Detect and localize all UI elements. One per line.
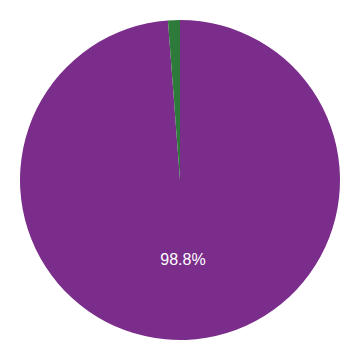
svg-text:98.8%: 98.8% — [160, 251, 205, 268]
